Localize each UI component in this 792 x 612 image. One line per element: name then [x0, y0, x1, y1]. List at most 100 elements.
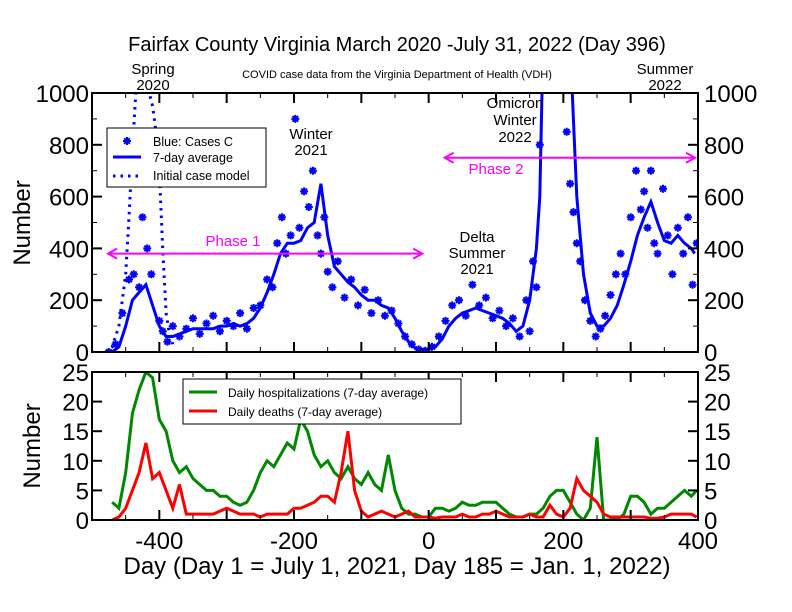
- case-point: [333, 257, 342, 266]
- top-y-tick-label-right: 400: [704, 236, 744, 263]
- case-point: [340, 293, 349, 302]
- legend-hosp: Daily hospitalizations (7-day average): [228, 386, 428, 400]
- bottom-y-tick-label-left: 20: [62, 390, 89, 417]
- annotation-winter-line2: 2021: [294, 142, 327, 159]
- case-point: [360, 285, 369, 294]
- case-point: [621, 270, 630, 279]
- case-point: [256, 301, 265, 310]
- bottom-y-axis-label: Number: [19, 403, 46, 488]
- legend-deaths: Daily deaths (7-day average): [228, 405, 382, 419]
- top-y-tick-label-right: 1000: [704, 81, 757, 108]
- case-point: [111, 340, 120, 349]
- case-point: [222, 316, 231, 325]
- case-point: [566, 179, 575, 188]
- case-point: [502, 322, 511, 331]
- case-point: [495, 306, 504, 315]
- bottom-legend: Daily hospitalizations (7-day average) D…: [182, 378, 462, 425]
- case-point: [367, 309, 376, 318]
- case-point: [143, 244, 152, 253]
- x-tick-label: 0: [422, 528, 435, 555]
- case-point: [308, 166, 317, 175]
- x-tick-label: 200: [543, 528, 583, 555]
- annotation-delta-line1: Delta: [459, 229, 495, 246]
- x-tick-label: 400: [678, 528, 718, 555]
- case-point: [663, 231, 672, 240]
- case-point: [387, 306, 396, 315]
- case-point: [441, 316, 450, 325]
- annotation-summer-line1: Summer: [637, 61, 694, 78]
- case-point: [323, 267, 332, 276]
- case-point: [488, 314, 497, 323]
- legend-cases: Blue: Cases C: [153, 135, 233, 149]
- annotation-omicron-line1: Omicron: [487, 95, 544, 112]
- annotation-summer-line2: 2022: [648, 77, 681, 94]
- top-y-tick-label-right: 800: [704, 133, 744, 160]
- case-point: [125, 275, 133, 284]
- case-point: [586, 316, 595, 325]
- bottom-legend-box: [182, 378, 462, 425]
- deaths-line: [111, 430, 698, 520]
- case-point: [291, 114, 300, 123]
- annotation-spring-line2: 2020: [136, 77, 169, 94]
- case-point: [158, 327, 167, 336]
- case-point: [215, 327, 224, 336]
- case-point: [636, 205, 645, 214]
- case-point: [643, 223, 652, 232]
- case-point: [455, 296, 463, 305]
- case-point: [468, 280, 477, 289]
- bottom-y-tick-label-left: 5: [76, 478, 89, 505]
- case-point: [508, 314, 517, 323]
- bottom-y-tick-label-right: 5: [704, 478, 717, 505]
- case-point: [525, 327, 534, 336]
- x-axis-label: Day (Day 1 = July 1, 2021, Day 185 = Jan…: [124, 553, 671, 580]
- case-point: [401, 332, 410, 341]
- case-point: [189, 314, 197, 323]
- case-point: [249, 304, 258, 312]
- top-y-tick-label-right: 600: [704, 185, 744, 212]
- case-point: [407, 340, 416, 349]
- bottom-y-tick-label-left: 15: [62, 419, 89, 446]
- case-point: [606, 291, 615, 299]
- annotations: Spring 2020 Summer 2022 Winter 2021 Omic…: [131, 61, 693, 278]
- x-tick-label: -200: [270, 528, 318, 555]
- top-y-tick-label-right: 0: [704, 340, 717, 367]
- annotation-winter-line1: Winter: [289, 126, 332, 143]
- case-point: [195, 329, 204, 338]
- annotation-omicron-line3: 2022: [498, 129, 531, 146]
- case-point: [135, 283, 144, 292]
- case-point: [168, 322, 177, 331]
- top-y-tick-label-left: 1000: [36, 81, 89, 108]
- case-point: [273, 239, 282, 248]
- case-point: [668, 270, 677, 279]
- case-point: [532, 283, 541, 292]
- case-point: [591, 332, 600, 341]
- phase2-label: Phase 2: [468, 161, 523, 178]
- bottom-y-tick-label-right: 25: [704, 360, 731, 387]
- case-point: [688, 280, 697, 289]
- case-point: [236, 309, 245, 318]
- annotation-spring-line1: Spring: [131, 61, 174, 78]
- case-point: [421, 346, 430, 352]
- case-point: [679, 249, 688, 258]
- case-point: [650, 239, 659, 248]
- case-point: [313, 231, 322, 240]
- case-point: [155, 316, 164, 325]
- case-point: [374, 296, 383, 305]
- case-point: [640, 187, 649, 196]
- case-point: [569, 208, 578, 217]
- bottom-y-tick-label-left: 10: [62, 449, 89, 476]
- cases-plot: 0 0 200 200 400 400 600 600 800 800 1000 1000 Numbe…: [9, 61, 757, 367]
- chart-title: Fairfax County Virginia March 2020 -July…: [128, 34, 666, 56]
- case-point: [414, 345, 423, 352]
- case-point: [175, 332, 184, 341]
- top-y-axis-label: Number: [9, 180, 36, 265]
- case-point: [673, 223, 682, 232]
- case-point: [354, 301, 362, 310]
- case-point: [263, 275, 272, 284]
- bottom-y-tick-label-right: 10: [704, 449, 731, 476]
- case-point: [394, 319, 403, 328]
- annotation-delta-line3: 2021: [460, 261, 493, 278]
- x-tick-label: -400: [135, 528, 183, 555]
- case-point: [277, 213, 286, 222]
